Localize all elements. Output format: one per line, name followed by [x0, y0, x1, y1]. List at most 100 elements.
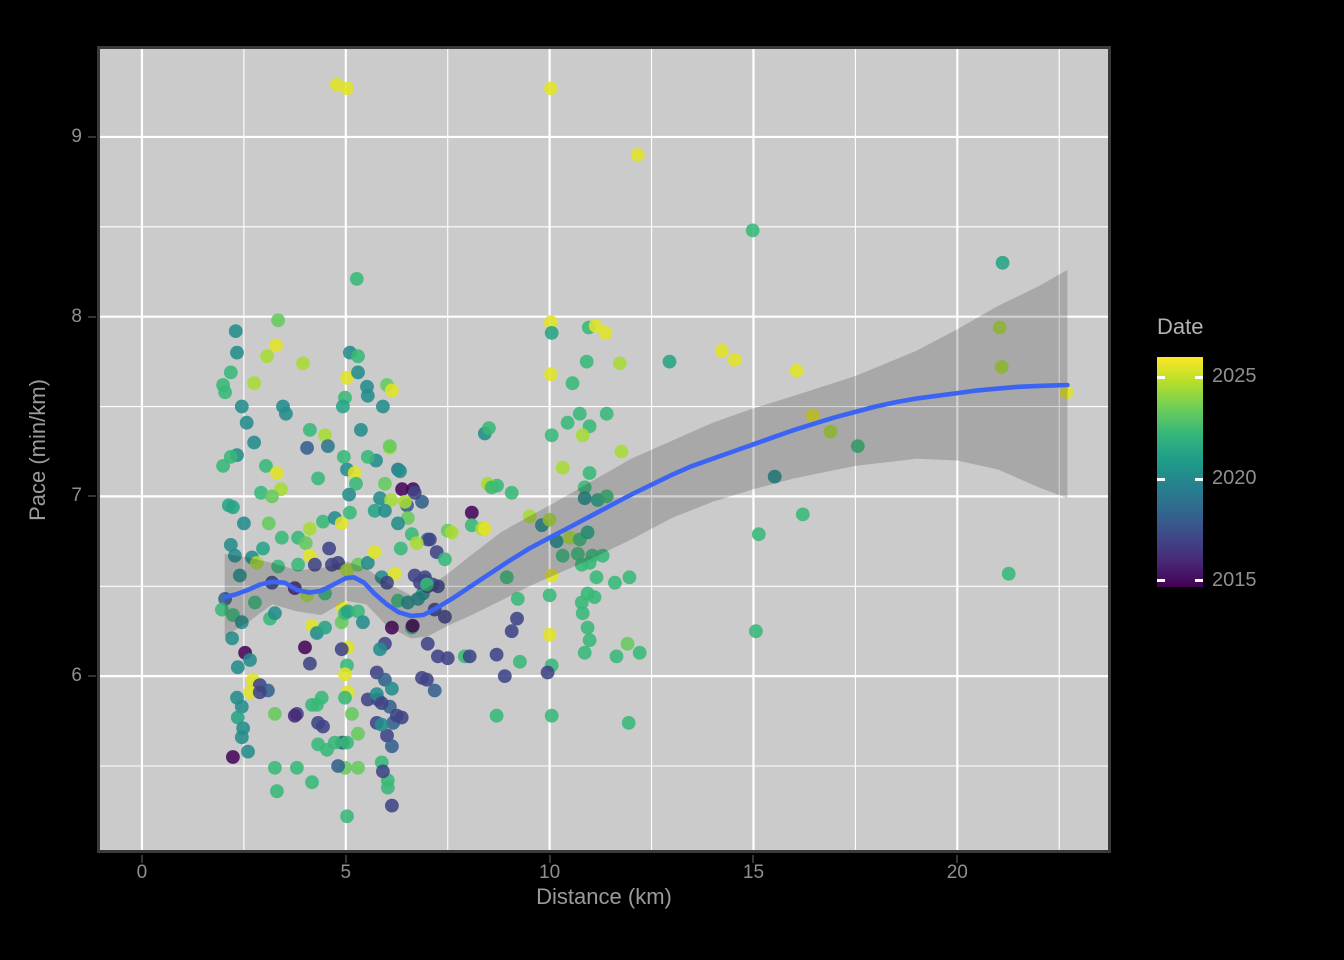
data-point	[749, 624, 763, 639]
data-point	[349, 272, 364, 286]
data-point	[588, 318, 603, 333]
panel-background	[97, 46, 1111, 853]
data-point	[380, 575, 394, 590]
data-point	[427, 683, 442, 698]
data-point	[340, 81, 354, 96]
data-point	[385, 620, 399, 635]
data-point	[589, 570, 604, 585]
data-point	[391, 516, 405, 531]
plot-canvas	[97, 46, 1111, 853]
data-point	[351, 604, 365, 619]
legend-title: Date	[1157, 314, 1204, 339]
data-point	[367, 503, 382, 518]
data-point	[420, 577, 434, 592]
data-point	[321, 439, 335, 453]
data-point	[411, 592, 425, 606]
data-point	[608, 575, 622, 590]
data-point	[431, 579, 445, 594]
data-point	[767, 469, 782, 484]
data-point	[577, 480, 592, 495]
data-point	[376, 764, 390, 779]
data-point	[256, 541, 270, 556]
x-tick-label: 10	[539, 862, 561, 883]
data-point	[544, 708, 559, 723]
data-point	[252, 685, 267, 700]
data-point	[340, 809, 354, 824]
data-point	[632, 645, 647, 660]
data-point	[387, 566, 402, 581]
data-point	[572, 406, 587, 421]
data-point	[360, 556, 375, 570]
data-point	[378, 503, 392, 518]
data-point	[340, 604, 355, 619]
data-point	[621, 716, 636, 730]
data-point	[259, 459, 273, 473]
legend-tick-mark	[1195, 579, 1203, 583]
y-axis-title: Pace (min/km)	[25, 379, 50, 521]
x-axis-title: Distance (km)	[536, 884, 672, 909]
y-tick-label: 8	[71, 305, 82, 327]
data-point	[331, 759, 345, 773]
data-point	[265, 489, 279, 504]
data-point	[497, 669, 512, 683]
data-point	[382, 439, 397, 453]
data-point	[579, 354, 594, 369]
data-point	[393, 541, 408, 556]
data-point	[340, 563, 354, 577]
data-point	[394, 710, 409, 725]
data-point	[340, 735, 354, 750]
data-point	[356, 615, 370, 630]
data-point	[298, 640, 312, 655]
data-point	[405, 618, 420, 633]
data-point	[522, 509, 537, 524]
data-point	[354, 423, 368, 437]
data-point	[662, 354, 677, 369]
data-point	[422, 532, 437, 547]
data-point	[542, 512, 557, 527]
data-point	[300, 441, 314, 455]
data-point	[577, 491, 592, 506]
data-point	[620, 636, 635, 651]
data-point	[1001, 566, 1016, 581]
data-point	[385, 383, 399, 398]
data-point	[303, 656, 317, 671]
data-point	[349, 476, 363, 491]
data-point	[334, 516, 349, 531]
x-tick-label: 0	[136, 862, 148, 883]
data-point	[269, 338, 283, 353]
data-point	[376, 399, 390, 414]
y-tick-label: 6	[71, 665, 82, 687]
data-point	[318, 428, 332, 443]
data-point	[314, 690, 329, 705]
data-point	[510, 592, 525, 606]
data-point	[351, 726, 365, 741]
data-point	[241, 744, 255, 759]
data-point	[243, 685, 257, 700]
data-point	[477, 521, 492, 536]
data-point	[247, 435, 261, 450]
data-point	[234, 730, 249, 745]
data-point	[223, 538, 238, 552]
data-point	[378, 476, 392, 491]
data-point	[489, 647, 504, 662]
data-point	[303, 521, 317, 536]
data-point	[218, 385, 232, 400]
x-tick-mark	[956, 855, 959, 863]
data-point	[510, 611, 524, 626]
data-point	[268, 760, 282, 775]
data-point	[291, 557, 305, 572]
data-point	[540, 665, 555, 680]
plot-panel	[97, 46, 1111, 853]
legend-tick-label: 2015	[1212, 568, 1257, 591]
data-point	[598, 326, 613, 340]
data-point	[260, 349, 274, 364]
data-point	[223, 365, 238, 380]
data-point	[504, 624, 519, 639]
data-point	[316, 719, 330, 734]
data-point	[462, 649, 477, 664]
data-point	[438, 609, 452, 624]
data-point	[336, 399, 350, 414]
data-point	[789, 363, 804, 378]
data-point	[544, 367, 558, 382]
